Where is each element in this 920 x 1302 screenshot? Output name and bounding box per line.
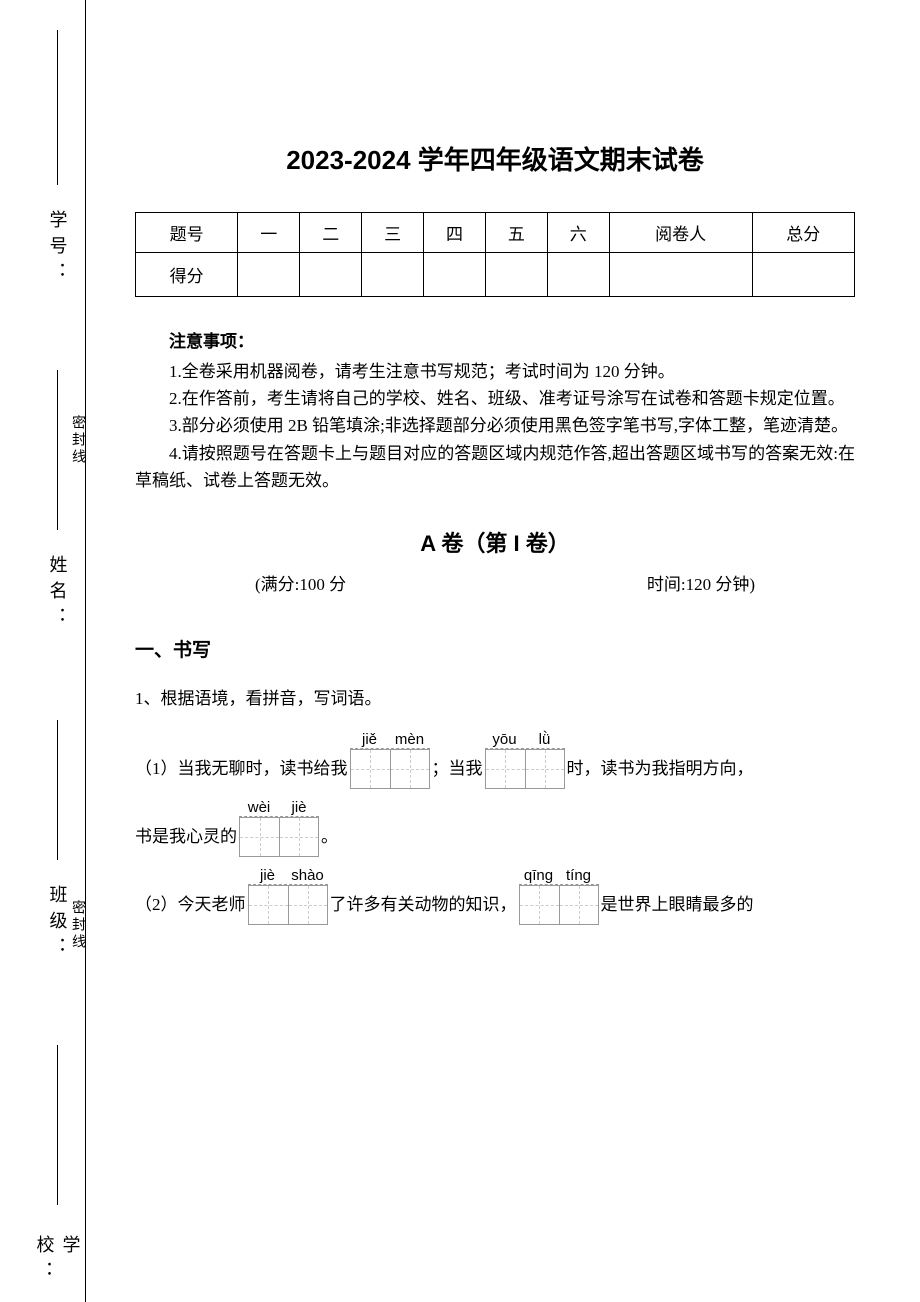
full-score: (满分:100 分 (255, 570, 346, 595)
notice-item-3: 3.部分必须使用 2B 铅笔填涂;非选择题部分必须使用黑色签字笔书写,字体工整，… (135, 412, 855, 439)
fill-line-3 (57, 720, 59, 860)
pinyin: jiè (248, 867, 288, 884)
score-table: 题号 一 二 三 四 五 六 阅卷人 总分 得分 (135, 212, 855, 297)
score-cell[interactable] (752, 253, 854, 297)
label-name: 姓名： (45, 555, 71, 633)
th-7: 阅卷人 (609, 213, 752, 253)
th-5: 五 (485, 213, 547, 253)
pinyin: yōu (485, 731, 525, 748)
fill-line-2 (57, 370, 59, 530)
pinyin-box-jiemen[interactable]: jiě mèn (350, 729, 430, 789)
q1-line2: 书是我心灵的 wèi jiè 。 (135, 797, 855, 857)
th-1: 一 (238, 213, 300, 253)
th-3: 三 (362, 213, 424, 253)
score-value-row: 得分 (136, 253, 855, 297)
pinyin: wèi (239, 799, 279, 816)
q1-l2-p2: 。 (321, 817, 338, 857)
q1-l1-p2: ；当我 (432, 749, 483, 789)
pinyin: qīng (519, 867, 559, 884)
pinyin-box-weijie[interactable]: wèi jiè (239, 797, 319, 857)
seal-line-bottom: 密封线 (67, 900, 87, 951)
fill-line-4 (57, 1045, 59, 1205)
main-content: 2023-2024 学年四年级语文期末试卷 题号 一 二 三 四 五 六 阅卷人… (135, 140, 855, 933)
pinyin-box-qingting[interactable]: qīng tíng (519, 865, 599, 925)
q1-l1-p3: 时，读书为我指明方向， (567, 749, 754, 789)
th-8: 总分 (752, 213, 854, 253)
q1-l3-p2: 了许多有关动物的知识， (330, 885, 517, 925)
row-label: 得分 (136, 253, 238, 297)
score-cell[interactable] (547, 253, 609, 297)
sidebar: 学号： 姓名： 班级： 学校： (30, 0, 85, 1302)
q1-l3-p3: 是世界上眼睛最多的 (601, 885, 754, 925)
seal-line-top: 密封线 (67, 415, 87, 466)
notice-item-1: 1.全卷采用机器阅卷，请考生注意书写规范；考试时间为 120 分钟。 (135, 358, 855, 385)
fill-line-1 (57, 30, 59, 185)
label-student-id: 学号： (45, 210, 71, 288)
q1-l1-p1: （1）当我无聊时，读书给我 (135, 749, 348, 789)
notice-item-2: 2.在作答前，考生请将自己的学校、姓名、班级、准考证号涂写在试卷和答题卡规定位置… (135, 385, 855, 412)
th-0: 题号 (136, 213, 238, 253)
score-cell[interactable] (362, 253, 424, 297)
th-2: 二 (300, 213, 362, 253)
score-cell[interactable] (609, 253, 752, 297)
paper-section-title: A 卷（第 I 卷） (135, 526, 855, 558)
pinyin-box-jieshao[interactable]: jiè shào (248, 865, 328, 925)
pinyin: lǜ (525, 731, 565, 748)
pinyin-box-youlu[interactable]: yōu lǜ (485, 729, 565, 789)
exam-title: 2023-2024 学年四年级语文期末试卷 (135, 140, 855, 177)
pinyin: shào (288, 867, 328, 884)
time-limit: 时间:120 分钟) (647, 570, 755, 595)
label-school: 学校： (32, 1235, 84, 1302)
notice-item-4: 4.请按照题号在答题卡上与题目对应的答题区域内规范作答,超出答题区域书写的答案无… (135, 440, 855, 494)
pinyin: mèn (390, 731, 430, 748)
section-1-heading: 一、书写 (135, 635, 855, 662)
notice-title: 注意事项： (135, 327, 855, 352)
q1-l3-p1: （2）今天老师 (135, 885, 246, 925)
q1-prompt: 1、根据语境，看拼音，写词语。 (135, 684, 855, 709)
pinyin: tíng (559, 867, 599, 884)
score-cell[interactable] (485, 253, 547, 297)
pinyin: jiě (350, 731, 390, 748)
th-4: 四 (424, 213, 486, 253)
score-cell[interactable] (424, 253, 486, 297)
score-cell[interactable] (238, 253, 300, 297)
binding-edge (85, 0, 87, 1302)
th-6: 六 (547, 213, 609, 253)
paper-meta: (满分:100 分 时间:120 分钟) (135, 570, 855, 595)
pinyin: jiè (279, 799, 319, 816)
score-cell[interactable] (300, 253, 362, 297)
score-header-row: 题号 一 二 三 四 五 六 阅卷人 总分 (136, 213, 855, 253)
q1-line1: （1）当我无聊时，读书给我 jiě mèn ；当我 yōu lǜ 时，读书为我指… (135, 729, 855, 789)
q1-l2-p1: 书是我心灵的 (135, 817, 237, 857)
q1-line3: （2）今天老师 jiè shào 了许多有关动物的知识， qīng tíng 是… (135, 865, 855, 925)
